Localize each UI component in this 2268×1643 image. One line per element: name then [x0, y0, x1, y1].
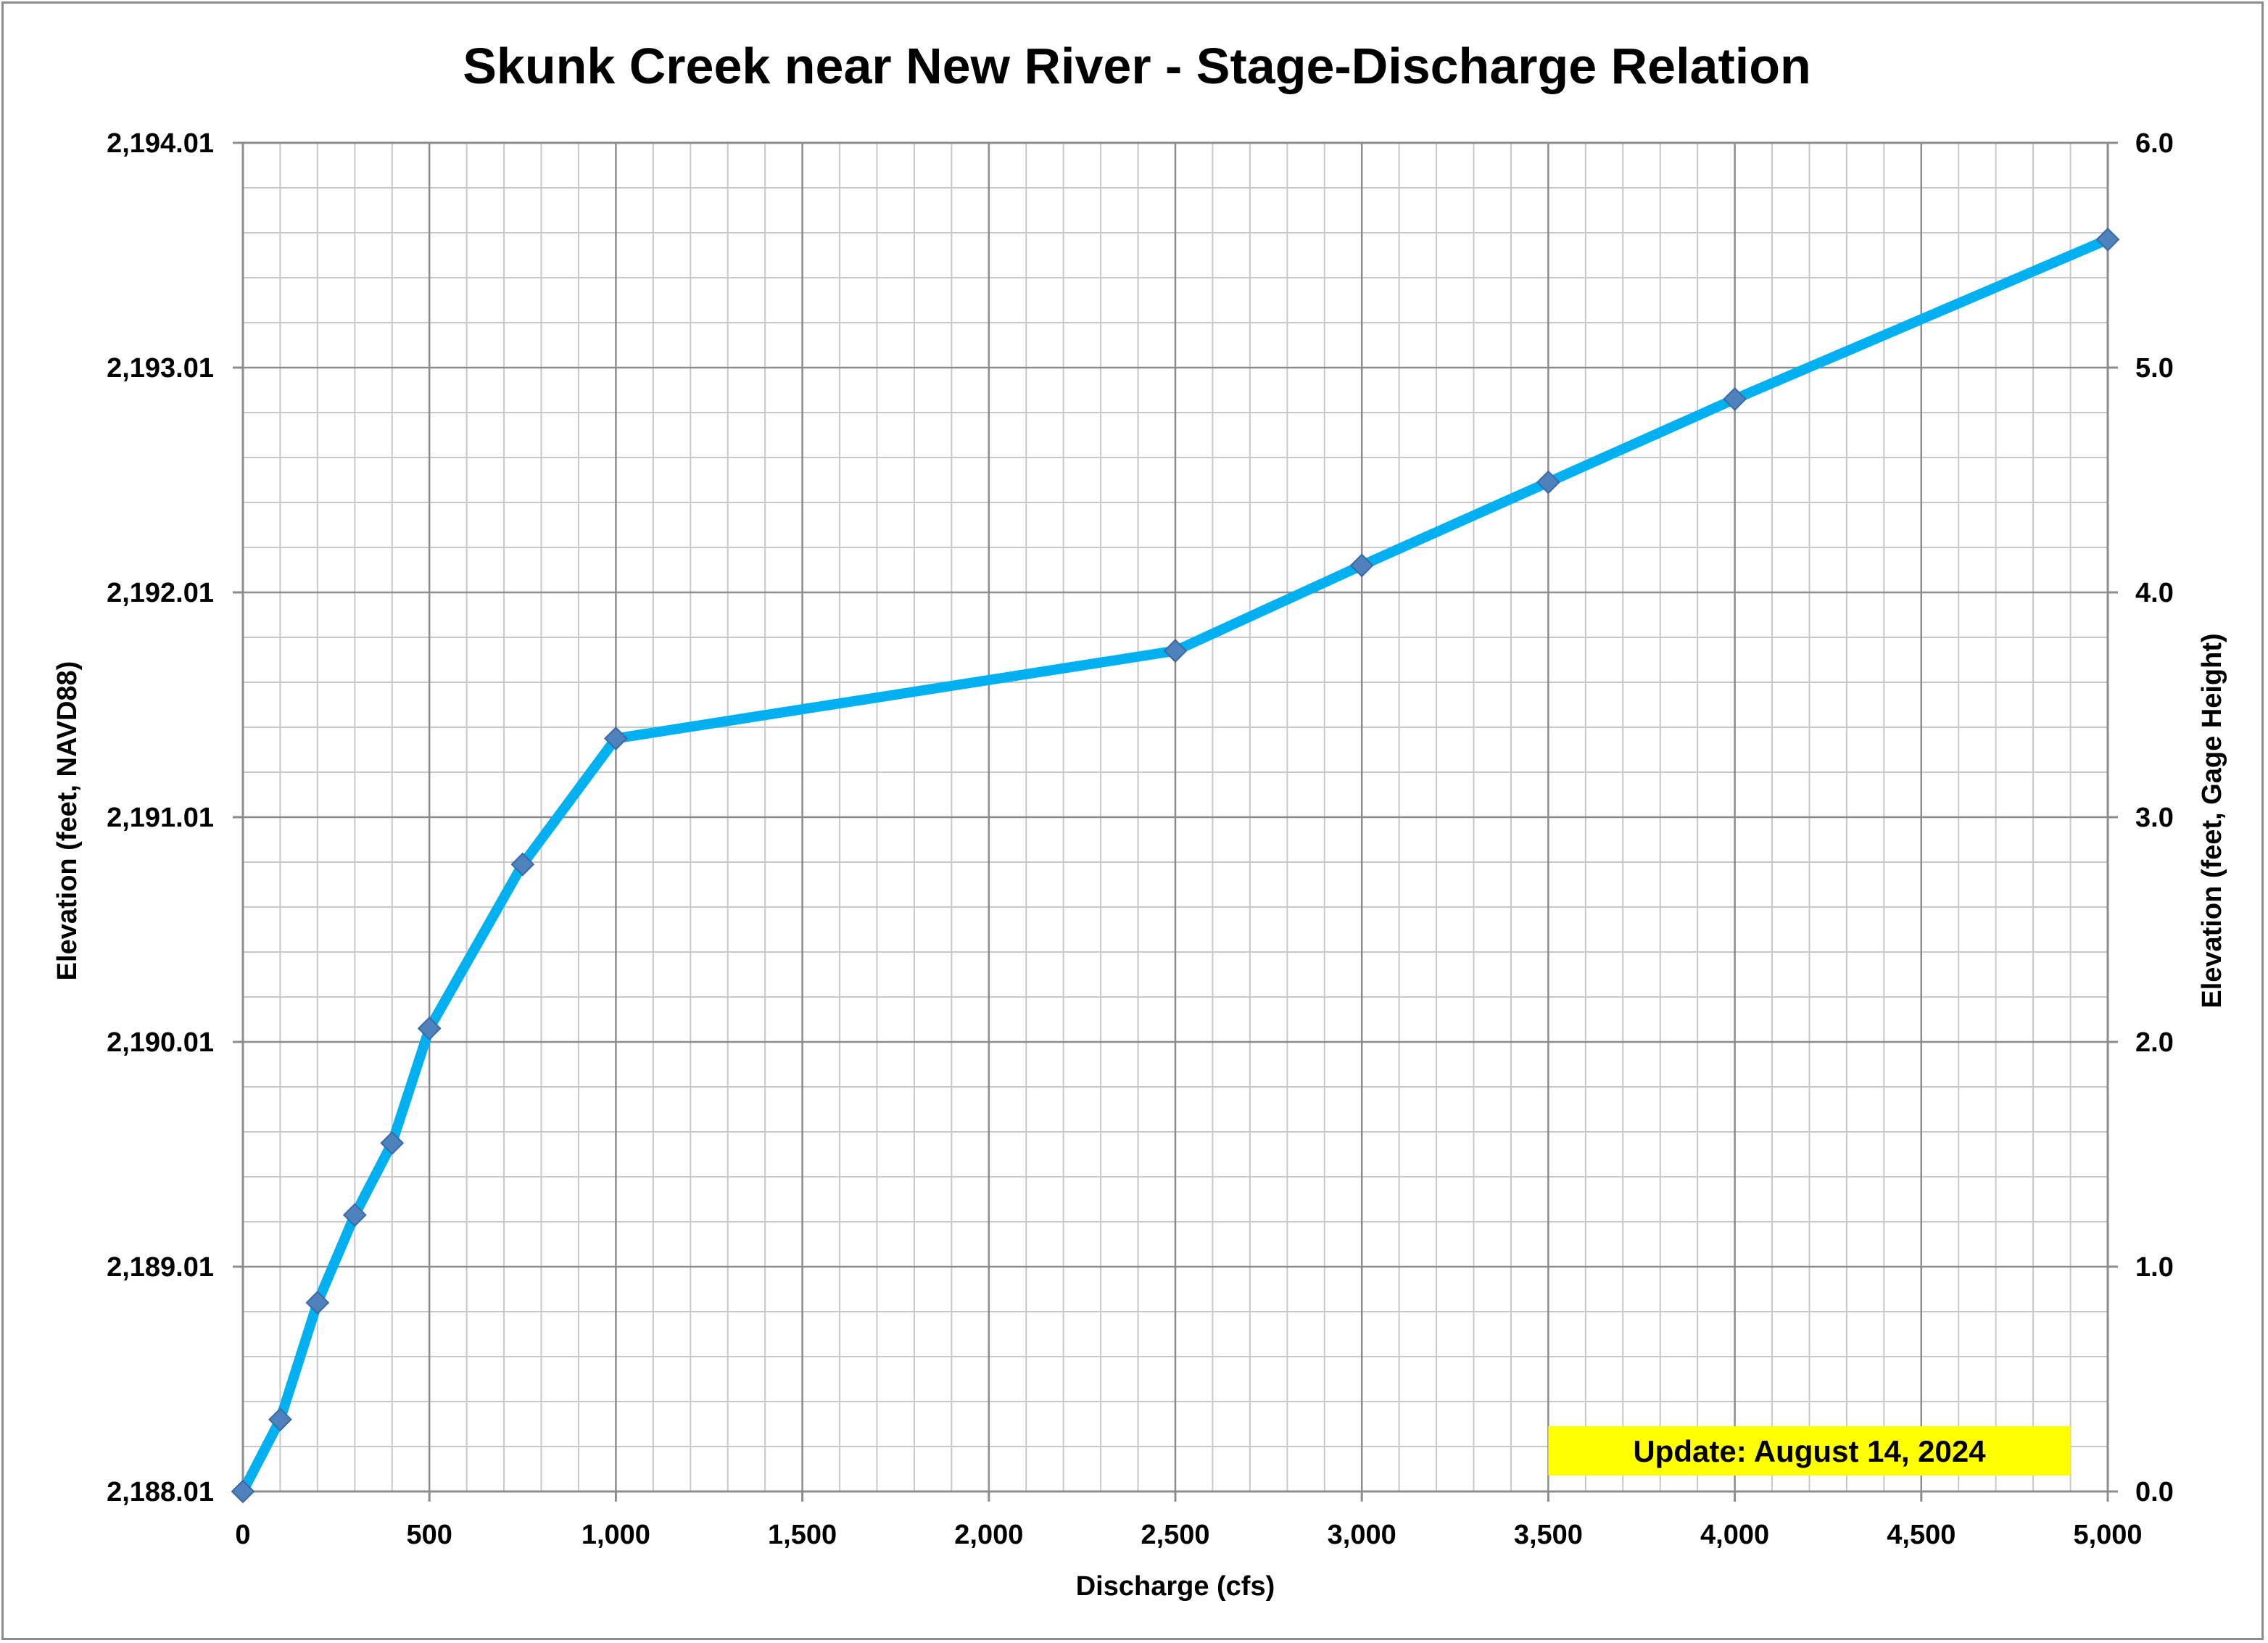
data-point-marker — [1723, 386, 1747, 411]
x-tick-label: 4,500 — [1887, 1520, 1955, 1550]
chart-svg: 0 500 1,000 1,500 2,000 2,500 3,000 3,500 4,000 4… — [52, 38, 2227, 1602]
x-tick-label: 5,000 — [2073, 1520, 2142, 1550]
data-point-marker — [2095, 227, 2120, 252]
update-annotation: Update: August 14, 2024 — [1548, 1426, 2071, 1476]
x-tick-label: 0 — [235, 1520, 250, 1550]
data-point-marker — [231, 1479, 255, 1504]
data-point-marker — [1536, 470, 1560, 494]
y-axis-title: Elevation (feet, NAVD88) — [52, 661, 83, 981]
data-point-marker — [417, 1016, 442, 1040]
y-tick-label: 2,192.01 — [107, 578, 214, 608]
grid-layer — [233, 141, 2118, 1502]
y-tick-label: 2,190.01 — [107, 1027, 214, 1058]
update-annotation-text: Update: August 14, 2024 — [1633, 1434, 1986, 1468]
data-point-marker — [510, 852, 535, 877]
data-point-marker — [1349, 553, 1374, 578]
x-tick-label: 3,500 — [1514, 1520, 1583, 1550]
data-point-marker — [1163, 639, 1188, 663]
y-tick-label: 2,189.01 — [107, 1252, 214, 1283]
x-axis-title: Discharge (cfs) — [1076, 1571, 1275, 1602]
y2-axis-title: Elevation (feet, Gage Height) — [2197, 633, 2227, 1008]
y2-tick-label: 3.0 — [2135, 803, 2174, 833]
y2-tick-label: 6.0 — [2135, 128, 2174, 159]
x-tick-label: 500 — [406, 1520, 452, 1550]
y-tick-label: 2,188.01 — [107, 1477, 214, 1507]
update-annotation-box — [1548, 1426, 2071, 1476]
data-point-marker — [342, 1203, 367, 1228]
y-tick-label: 2,191.01 — [107, 803, 214, 833]
label-layer: 0 500 1,000 1,500 2,000 2,500 3,000 3,500 4,000 4… — [107, 128, 2174, 1550]
series-layer — [231, 227, 2120, 1504]
chart-title: Skunk Creek near New River - Stage-Disch… — [463, 38, 1811, 94]
y2-tick-label: 5.0 — [2135, 353, 2174, 384]
x-tick-label: 1,000 — [582, 1520, 650, 1550]
x-tick-label: 2,500 — [1141, 1520, 1209, 1550]
x-tick-label: 4,000 — [1700, 1520, 1769, 1550]
data-point-marker — [268, 1407, 292, 1432]
y2-tick-label: 1.0 — [2135, 1252, 2174, 1283]
y-tick-label: 2,193.01 — [107, 353, 214, 384]
y-tick-label: 2,194.01 — [107, 128, 214, 159]
data-point-marker — [305, 1291, 330, 1315]
data-point-marker — [380, 1131, 405, 1155]
x-tick-label: 3,000 — [1328, 1520, 1396, 1550]
y2-tick-label: 2.0 — [2135, 1027, 2174, 1058]
data-point-marker — [603, 727, 628, 750]
x-tick-label: 2,000 — [954, 1520, 1023, 1550]
x-tick-label: 1,500 — [768, 1520, 837, 1550]
y2-tick-label: 0.0 — [2135, 1477, 2174, 1507]
y2-tick-label: 4.0 — [2135, 578, 2174, 608]
